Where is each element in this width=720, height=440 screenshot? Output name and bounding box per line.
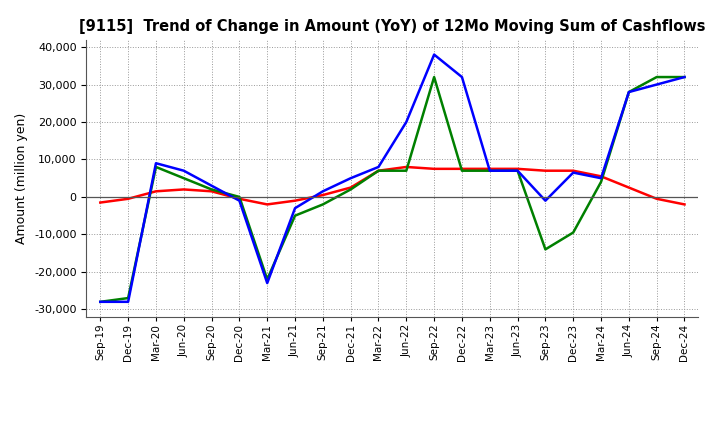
Y-axis label: Amount (million yen): Amount (million yen)	[16, 113, 29, 244]
Free Cashflow	[652, 82, 661, 87]
Investing Cashflow	[263, 277, 271, 282]
Investing Cashflow	[346, 187, 355, 192]
Free Cashflow	[152, 161, 161, 166]
Free Cashflow	[624, 89, 633, 95]
Investing Cashflow	[513, 168, 522, 173]
Investing Cashflow	[235, 194, 243, 200]
Investing Cashflow	[318, 202, 327, 207]
Free Cashflow	[124, 299, 132, 304]
Line: Operating Cashflow: Operating Cashflow	[100, 167, 685, 205]
Operating Cashflow	[513, 166, 522, 172]
Operating Cashflow	[318, 192, 327, 198]
Line: Investing Cashflow: Investing Cashflow	[100, 77, 685, 302]
Investing Cashflow	[207, 187, 216, 192]
Investing Cashflow	[569, 230, 577, 235]
Operating Cashflow	[541, 168, 550, 173]
Investing Cashflow	[179, 176, 188, 181]
Investing Cashflow	[624, 89, 633, 95]
Operating Cashflow	[485, 166, 494, 172]
Operating Cashflow	[402, 164, 410, 169]
Operating Cashflow	[96, 200, 104, 205]
Free Cashflow	[235, 198, 243, 203]
Operating Cashflow	[346, 185, 355, 190]
Investing Cashflow	[597, 180, 606, 185]
Operating Cashflow	[430, 166, 438, 172]
Free Cashflow	[513, 168, 522, 173]
Free Cashflow	[374, 164, 383, 169]
Investing Cashflow	[402, 168, 410, 173]
Operating Cashflow	[374, 168, 383, 173]
Investing Cashflow	[374, 168, 383, 173]
Investing Cashflow	[291, 213, 300, 218]
Free Cashflow	[179, 168, 188, 173]
Operating Cashflow	[179, 187, 188, 192]
Operating Cashflow	[569, 168, 577, 173]
Operating Cashflow	[124, 196, 132, 202]
Free Cashflow	[96, 299, 104, 304]
Operating Cashflow	[263, 202, 271, 207]
Operating Cashflow	[207, 189, 216, 194]
Free Cashflow	[458, 74, 467, 80]
Free Cashflow	[346, 176, 355, 181]
Operating Cashflow	[680, 202, 689, 207]
Investing Cashflow	[541, 247, 550, 252]
Investing Cashflow	[124, 295, 132, 301]
Operating Cashflow	[652, 196, 661, 202]
Operating Cashflow	[458, 166, 467, 172]
Free Cashflow	[485, 168, 494, 173]
Free Cashflow	[318, 189, 327, 194]
Free Cashflow	[680, 74, 689, 80]
Operating Cashflow	[597, 174, 606, 179]
Investing Cashflow	[96, 299, 104, 304]
Operating Cashflow	[291, 198, 300, 203]
Investing Cashflow	[430, 74, 438, 80]
Investing Cashflow	[680, 74, 689, 80]
Investing Cashflow	[485, 168, 494, 173]
Line: Free Cashflow: Free Cashflow	[100, 55, 685, 302]
Free Cashflow	[263, 280, 271, 286]
Operating Cashflow	[624, 185, 633, 190]
Operating Cashflow	[235, 196, 243, 202]
Investing Cashflow	[458, 168, 467, 173]
Free Cashflow	[207, 183, 216, 188]
Title: [9115]  Trend of Change in Amount (YoY) of 12Mo Moving Sum of Cashflows: [9115] Trend of Change in Amount (YoY) o…	[79, 19, 706, 34]
Free Cashflow	[541, 198, 550, 203]
Free Cashflow	[430, 52, 438, 57]
Investing Cashflow	[652, 74, 661, 80]
Operating Cashflow	[152, 189, 161, 194]
Free Cashflow	[402, 119, 410, 125]
Free Cashflow	[569, 170, 577, 175]
Free Cashflow	[597, 176, 606, 181]
Investing Cashflow	[152, 164, 161, 169]
Free Cashflow	[291, 205, 300, 211]
